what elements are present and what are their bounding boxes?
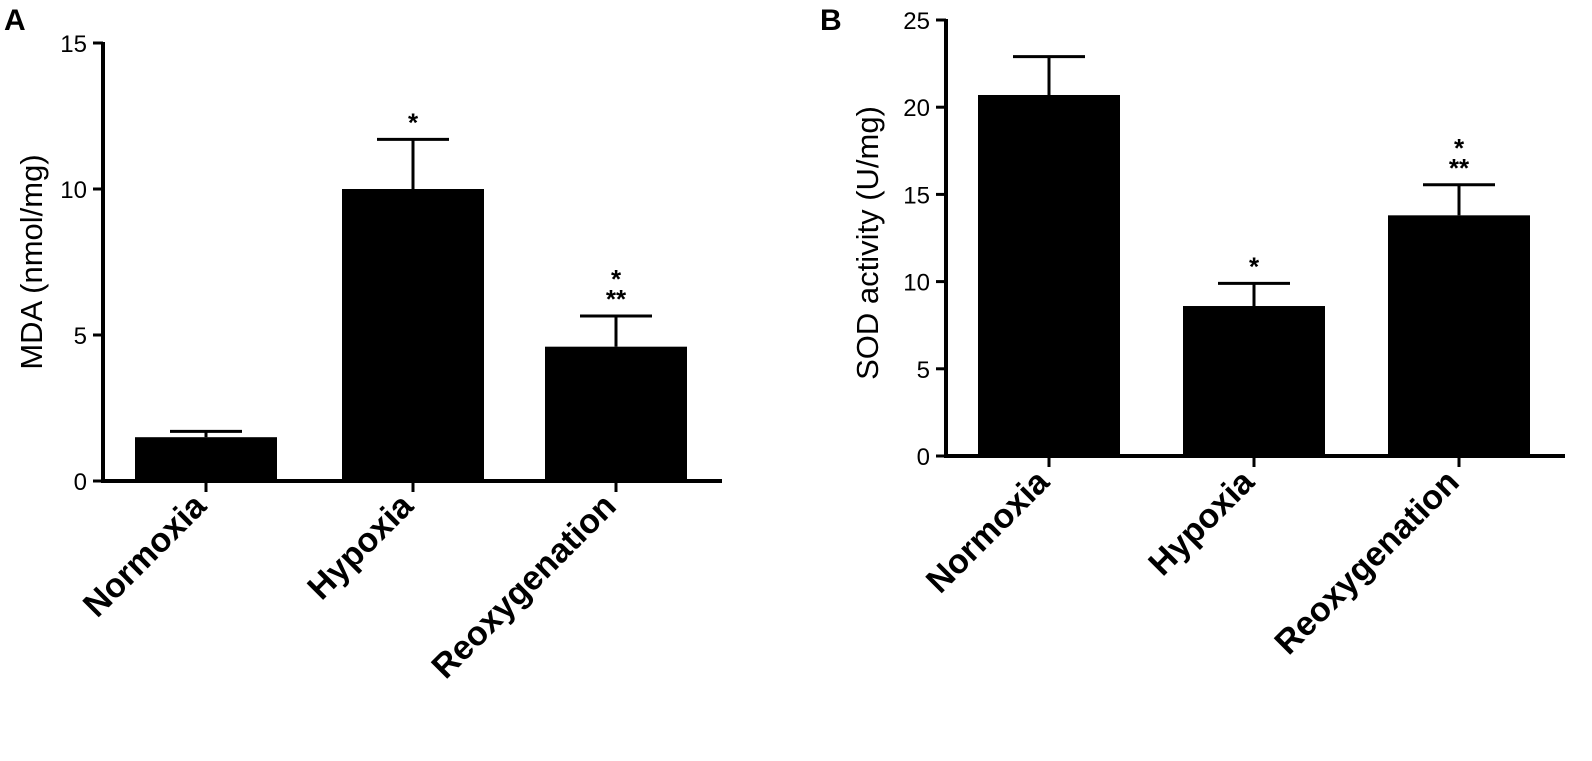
y-tick-label: 10 — [60, 177, 87, 204]
significance-marker: * — [1454, 133, 1465, 163]
bar-normoxia — [135, 437, 277, 481]
panel-letter-a: A — [4, 4, 26, 37]
significance-marker: * — [611, 264, 622, 294]
y-axis-title-b: SOD activity (U/mg) — [850, 106, 885, 380]
chart-panel-a: A MDA (nmol/mg) 051015Normoxia*Hypoxia**… — [4, 4, 722, 686]
significance-marker: * — [1249, 251, 1260, 281]
bar-hypoxia — [1183, 306, 1325, 456]
x-tick-label: Normoxia — [919, 462, 1058, 601]
y-tick-label: 0 — [917, 444, 930, 471]
x-tick-label: Normoxia — [76, 486, 215, 625]
significance-marker: ** — [606, 284, 627, 314]
x-tick-label: Hypoxia — [300, 486, 421, 607]
panel-letter-b: B — [820, 4, 842, 37]
x-tick-label: Hypoxia — [1141, 462, 1262, 583]
bar-reoxygenation — [545, 346, 687, 481]
y-tick-label: 25 — [903, 8, 930, 35]
y-tick-label: 10 — [903, 270, 930, 297]
y-tick-label: 5 — [74, 323, 87, 350]
chart-panel-b: B SOD activity (U/mg) 0 5 10 15 20 25 Normoxia… — [820, 4, 1565, 662]
y-tick-label: 0 — [74, 469, 87, 496]
y-tick-label: 5 — [917, 357, 930, 384]
y-tick-label: 20 — [903, 95, 930, 122]
y-axis-title-a: MDA (nmol/mg) — [14, 154, 49, 369]
bar-normoxia — [978, 94, 1120, 456]
significance-marker: * — [408, 107, 419, 137]
x-tick-label: Reoxygenation — [424, 487, 623, 686]
x-tick-label: Reoxygenation — [1267, 463, 1466, 662]
bar-reoxygenation — [1388, 215, 1530, 456]
y-tick-label: 15 — [60, 31, 87, 58]
y-tick-label: 15 — [903, 182, 930, 209]
bar-hypoxia — [342, 189, 484, 481]
significance-marker: ** — [1449, 153, 1470, 183]
